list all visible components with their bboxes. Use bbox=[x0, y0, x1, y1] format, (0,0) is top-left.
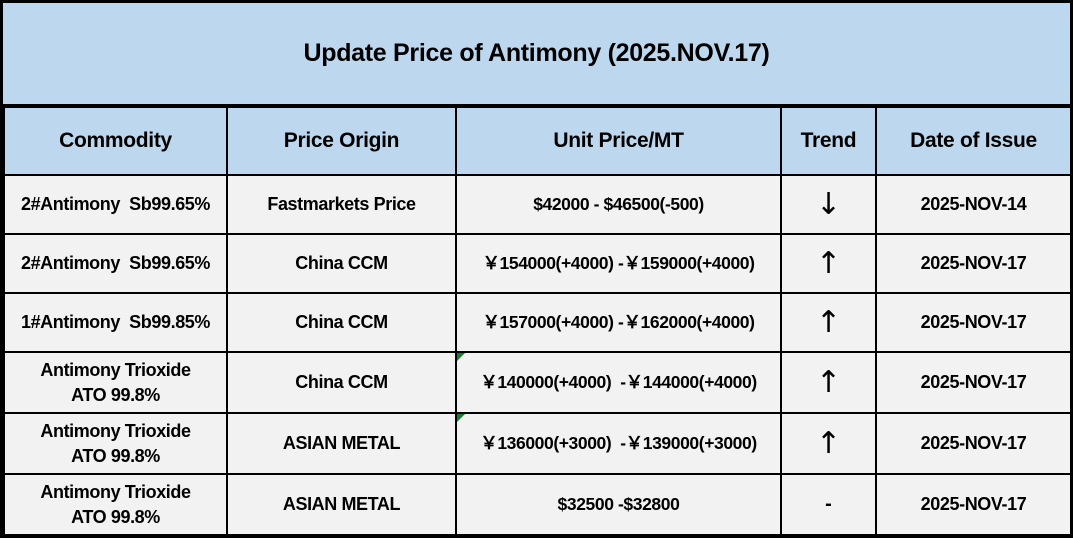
commodity-cell: 2#Antimony Sb99.65% bbox=[3, 233, 228, 294]
column-header-unit-price: Unit Price/MT bbox=[455, 106, 782, 176]
price-origin-label: ASIAN METAL bbox=[282, 494, 401, 515]
date-cell: 2025-NOV-17 bbox=[875, 473, 1070, 535]
commodity-label-line2: ATO 99.8% bbox=[71, 384, 160, 405]
commodity-cell: 2#Antimony Sb99.65% bbox=[3, 174, 228, 235]
unit-price-value: $42000 - $46500(-500) bbox=[533, 193, 704, 214]
column-header-price-origin: Price Origin bbox=[226, 106, 457, 176]
price-origin-cell: ASIAN METAL bbox=[226, 412, 457, 475]
title-band: Update Price of Antimony (2025.NOV.17) bbox=[3, 3, 1070, 106]
unit-price-cell: ￥157000(+4000) -￥162000(+4000) bbox=[455, 292, 782, 353]
trend-up-arrow-icon: ↑ bbox=[815, 425, 842, 461]
commodity-label: Antimony Trioxide bbox=[40, 421, 191, 442]
price-origin-label: China CCM bbox=[295, 312, 388, 333]
commodity-label: 2#Antimony Sb99.65% bbox=[20, 253, 211, 274]
price-origin-label: China CCM bbox=[295, 372, 388, 393]
trend-cell: ↑ bbox=[780, 292, 877, 353]
unit-price-value: ￥136000(+3000) -￥139000(+3000) bbox=[480, 432, 757, 453]
commodity-label: Antimony Trioxide bbox=[40, 482, 191, 503]
trend-cell: ↑ bbox=[780, 351, 877, 414]
table-row: Antimony Trioxide ATO 99.8% ASIAN METAL … bbox=[3, 473, 1070, 535]
commodity-label: Antimony Trioxide bbox=[40, 360, 191, 381]
unit-price-value: $32500 -$32800 bbox=[557, 493, 680, 514]
commodity-cell: Antimony Trioxide ATO 99.8% bbox=[3, 351, 228, 414]
unit-price-value: ￥140000(+4000) -￥144000(+4000) bbox=[480, 371, 757, 392]
column-header-date-of-issue: Date of Issue bbox=[875, 106, 1070, 176]
unit-price-cell: ￥136000(+3000) -￥139000(+3000) bbox=[455, 412, 782, 475]
date-cell: 2025-NOV-17 bbox=[875, 292, 1070, 353]
price-origin-cell: China CCM bbox=[226, 233, 457, 294]
unit-price-cell: ￥154000(+4000) -￥159000(+4000) bbox=[455, 233, 782, 294]
price-origin-label: Fastmarkets Price bbox=[267, 194, 416, 215]
table-row: 2#Antimony Sb99.65% China CCM ￥154000(+4… bbox=[3, 233, 1070, 294]
date-of-issue-value: 2025-NOV-17 bbox=[920, 253, 1027, 274]
date-of-issue-value: 2025-NOV-17 bbox=[920, 494, 1027, 515]
table-row: 1#Antimony Sb99.85% China CCM ￥157000(+4… bbox=[3, 292, 1070, 353]
trend-cell: ↑ bbox=[780, 412, 877, 475]
commodity-cell: 1#Antimony Sb99.85% bbox=[3, 292, 228, 353]
date-of-issue-value: 2025-NOV-17 bbox=[920, 433, 1027, 454]
column-header-commodity: Commodity bbox=[3, 106, 228, 176]
trend-up-arrow-icon: ↑ bbox=[815, 304, 842, 340]
date-of-issue-value: 2025-NOV-17 bbox=[920, 372, 1027, 393]
date-of-issue-value: 2025-NOV-14 bbox=[920, 194, 1027, 215]
unit-price-cell: ￥140000(+4000) -￥144000(+4000) bbox=[455, 351, 782, 414]
price-origin-label: ASIAN METAL bbox=[282, 433, 401, 454]
trend-cell: - bbox=[780, 473, 877, 535]
price-origin-cell: ASIAN METAL bbox=[226, 473, 457, 535]
table-row: Antimony Trioxide ATO 99.8% China CCM ￥1… bbox=[3, 351, 1070, 414]
trend-cell: ↓ bbox=[780, 174, 877, 235]
unit-price-cell: $42000 - $46500(-500) bbox=[455, 174, 782, 235]
price-origin-cell: Fastmarkets Price bbox=[226, 174, 457, 235]
date-cell: 2025-NOV-17 bbox=[875, 412, 1070, 475]
date-of-issue-value: 2025-NOV-17 bbox=[920, 312, 1027, 333]
trend-down-arrow-icon: ↓ bbox=[815, 186, 842, 222]
header-row: Commodity Price Origin Unit Price/MT Tre… bbox=[3, 106, 1070, 176]
commodity-label-line2: ATO 99.8% bbox=[71, 445, 160, 466]
date-cell: 2025-NOV-17 bbox=[875, 233, 1070, 294]
date-cell: 2025-NOV-14 bbox=[875, 174, 1070, 235]
cell-flag-triangle-icon bbox=[457, 414, 465, 422]
cell-flag-triangle-icon bbox=[457, 353, 465, 361]
commodity-label: 2#Antimony Sb99.65% bbox=[20, 194, 211, 215]
commodity-cell: Antimony Trioxide ATO 99.8% bbox=[3, 473, 228, 535]
unit-price-cell: $32500 -$32800 bbox=[455, 473, 782, 535]
price-origin-cell: China CCM bbox=[226, 351, 457, 414]
table-row: 2#Antimony Sb99.65% Fastmarkets Price $4… bbox=[3, 174, 1070, 235]
trend-flat-dash: - bbox=[825, 493, 832, 515]
column-header-trend: Trend bbox=[780, 106, 877, 176]
trend-up-arrow-icon: ↑ bbox=[815, 364, 842, 400]
trend-up-arrow-icon: ↑ bbox=[815, 245, 842, 281]
antimony-price-table: Commodity Price Origin Unit Price/MT Tre… bbox=[3, 106, 1070, 535]
page-title: Update Price of Antimony (2025.NOV.17) bbox=[303, 39, 770, 67]
price-origin-label: China CCM bbox=[295, 253, 388, 274]
unit-price-value: ￥157000(+4000) -￥162000(+4000) bbox=[482, 311, 755, 332]
table-row: Antimony Trioxide ATO 99.8% ASIAN METAL … bbox=[3, 412, 1070, 475]
commodity-cell: Antimony Trioxide ATO 99.8% bbox=[3, 412, 228, 475]
date-cell: 2025-NOV-17 bbox=[875, 351, 1070, 414]
commodity-label: 1#Antimony Sb99.85% bbox=[20, 312, 211, 333]
unit-price-value: ￥154000(+4000) -￥159000(+4000) bbox=[482, 252, 755, 273]
trend-cell: ↑ bbox=[780, 233, 877, 294]
price-origin-cell: China CCM bbox=[226, 292, 457, 353]
commodity-label-line2: ATO 99.8% bbox=[71, 506, 160, 527]
